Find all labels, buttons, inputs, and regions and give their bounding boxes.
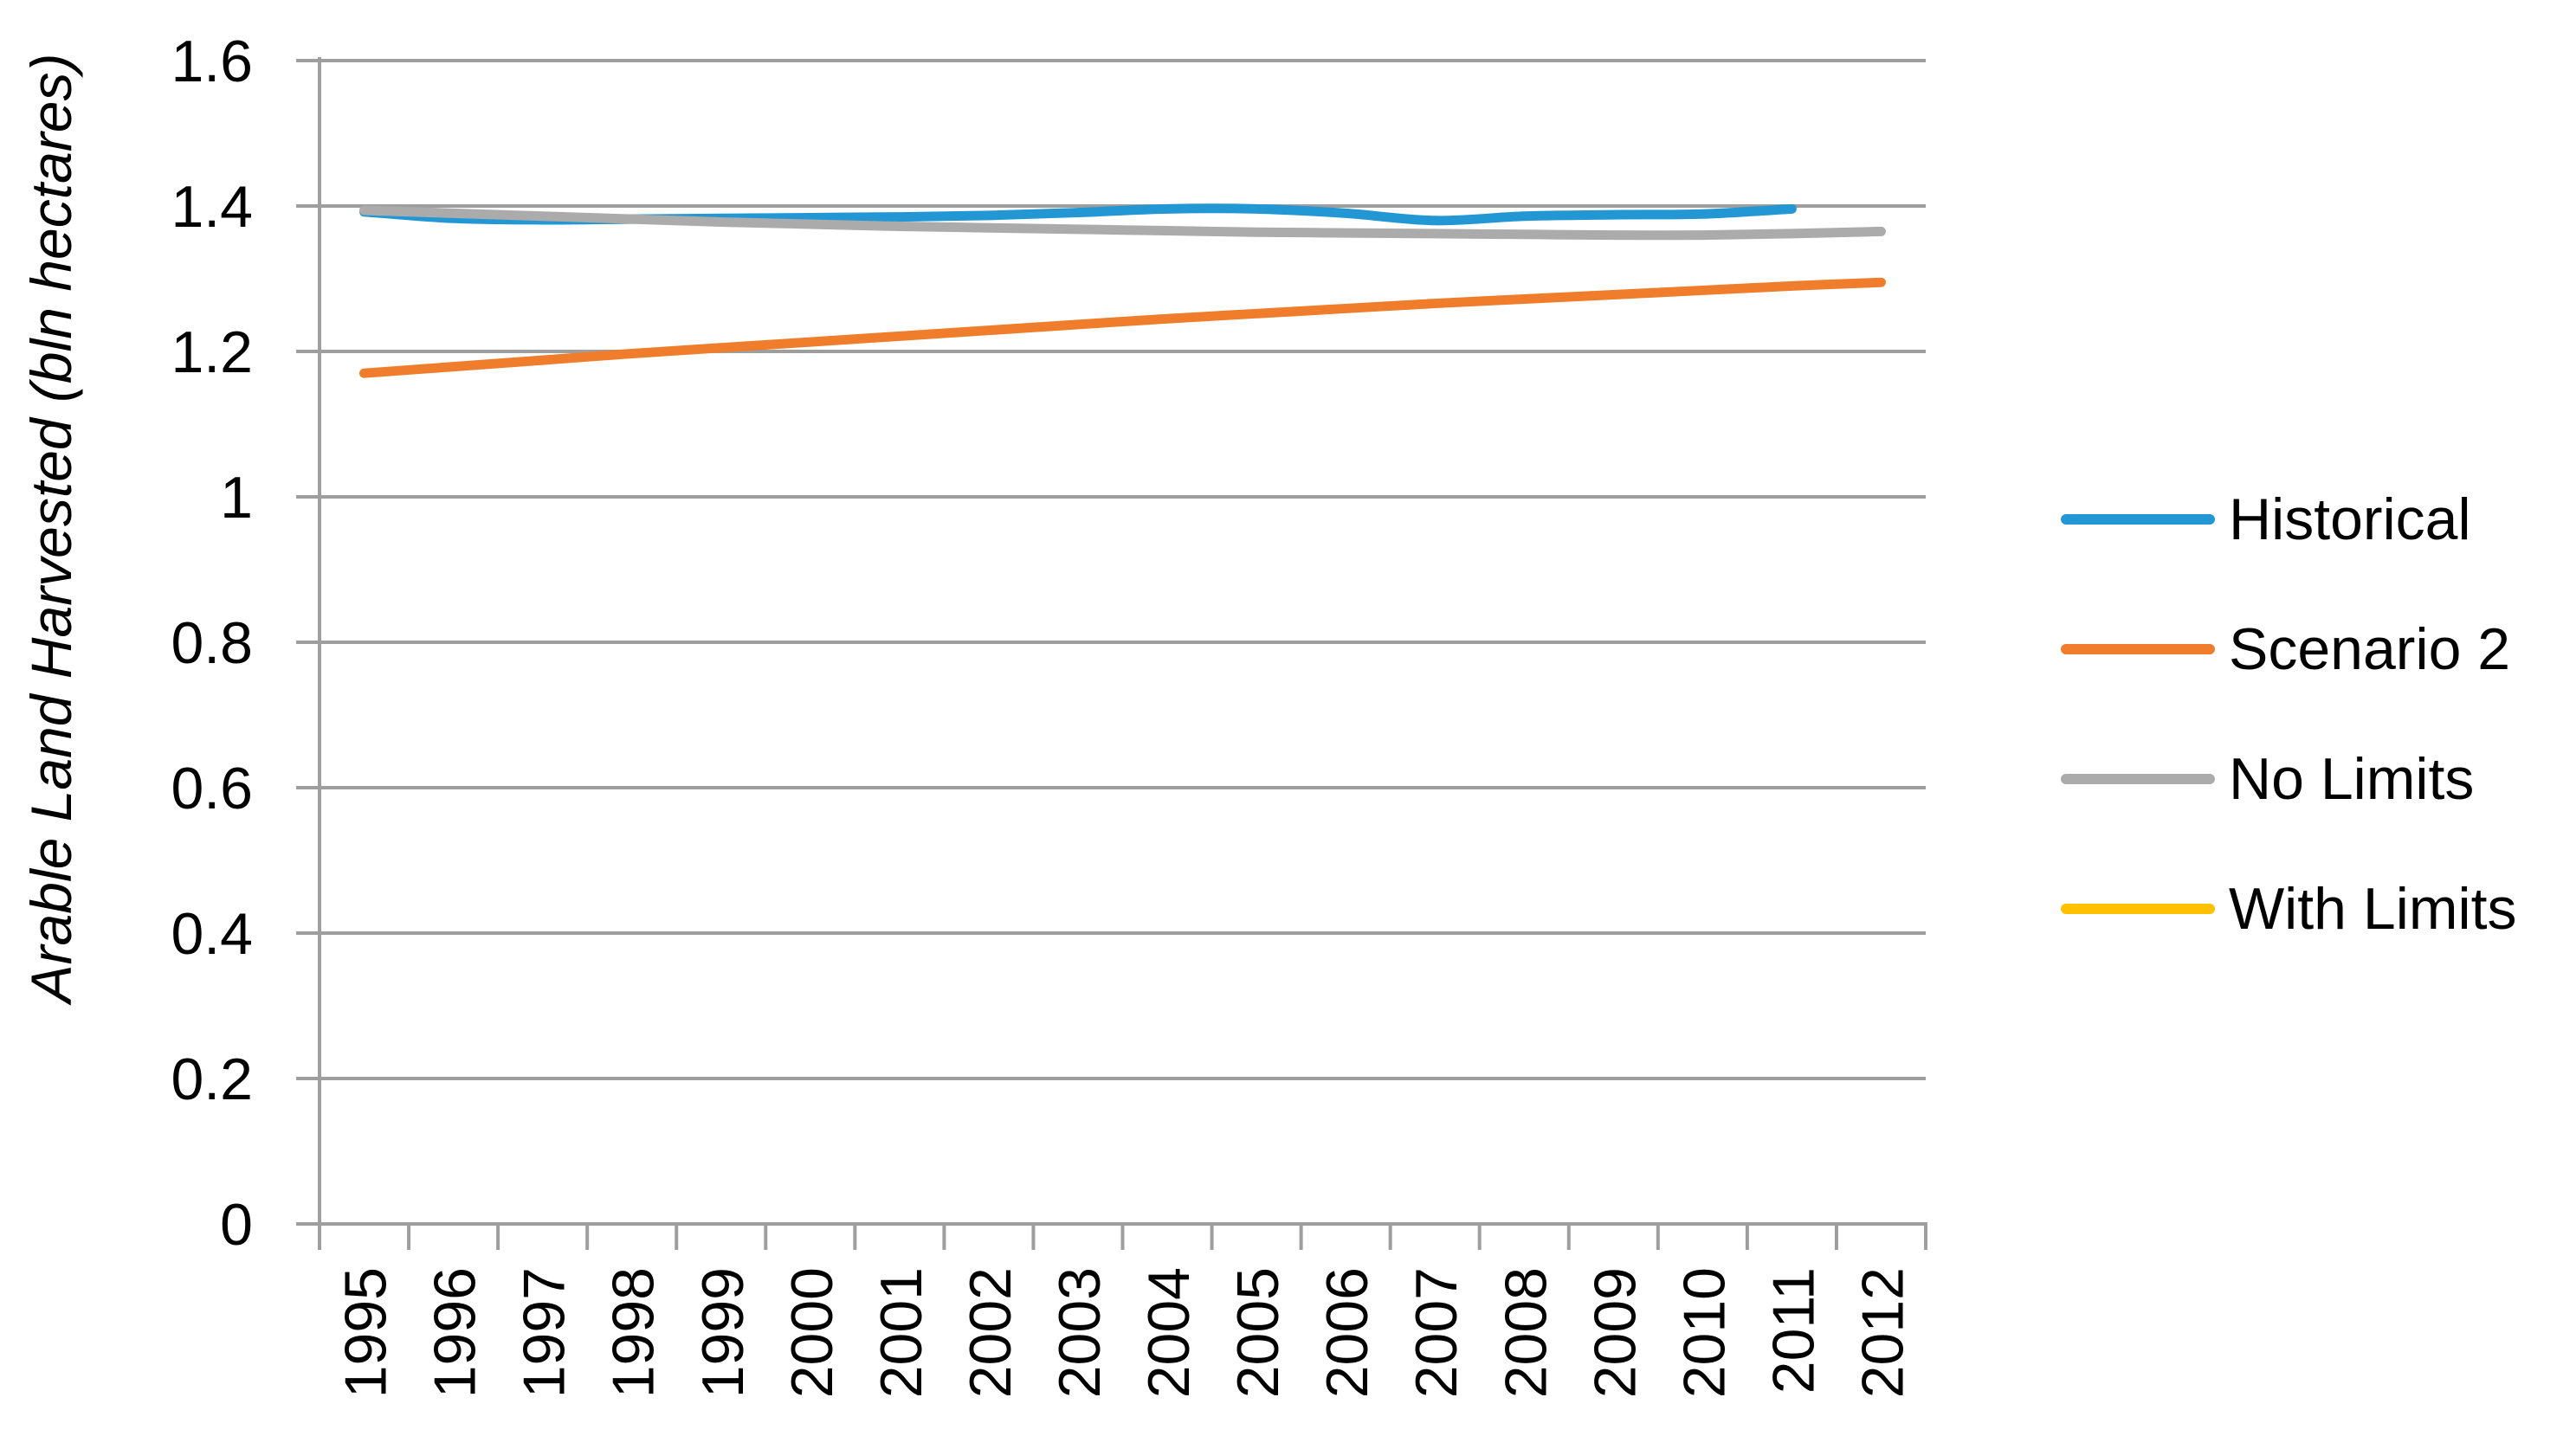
y-axis-tick-label: 1.4: [171, 174, 253, 240]
y-axis-tick-label: 0: [220, 1192, 253, 1258]
x-axis-tick-label: 1999: [690, 1267, 756, 1398]
y-axis-title: Arable Land Harvested (bln hectares): [19, 54, 83, 1007]
axes: [296, 57, 1927, 1250]
x-axis-tick-label: 2004: [1136, 1267, 1202, 1398]
y-axis-tick-label: 1.2: [171, 319, 253, 385]
y-axis-tick-label: 0.4: [171, 901, 253, 967]
x-axis-tick-label: 1995: [333, 1267, 399, 1398]
x-axis-tick-label: 1997: [512, 1267, 578, 1398]
gridlines: [320, 59, 1926, 1080]
x-axis-tick-label: 2012: [1850, 1267, 1915, 1398]
x-axis-tick-label: 2005: [1225, 1267, 1291, 1398]
x-axis-tick-label: 1998: [601, 1267, 667, 1398]
x-axis-tick-label: 2001: [868, 1267, 934, 1398]
y-axis-tick-label: 1.6: [171, 29, 253, 94]
x-axis-tick-label: 2009: [1582, 1267, 1648, 1398]
x-axis-tick-label: 2000: [779, 1267, 845, 1398]
y-axis-tick-label: 0.8: [171, 610, 253, 676]
y-axis-tick-label: 0.2: [171, 1046, 253, 1112]
x-axis-tick-label: 1996: [423, 1267, 488, 1398]
x-axis-tick-label: 2003: [1047, 1267, 1113, 1398]
x-axis-tick-label: 2011: [1760, 1267, 1826, 1394]
y-axis-tick-label: 1: [220, 465, 253, 531]
x-axis-tick-label: 2010: [1671, 1267, 1737, 1398]
series-line-no-limits: [359, 205, 1886, 241]
x-axis-tick-label: 2006: [1314, 1267, 1380, 1398]
y-axis-tick-label: 0.6: [171, 756, 253, 821]
x-axis-tick-label: 2008: [1493, 1267, 1559, 1398]
axis-labels: 0 0.2 0.4 0.6 0.8 1 1.2 1.4 1.6 1995 1996 1997 1998 1…: [171, 29, 1915, 1398]
x-axis-tick-label: 2002: [958, 1267, 1023, 1398]
series-lines: [359, 203, 1886, 378]
x-axis-tick-label: 2007: [1404, 1267, 1469, 1398]
series-line-scenario-2: [359, 277, 1886, 378]
